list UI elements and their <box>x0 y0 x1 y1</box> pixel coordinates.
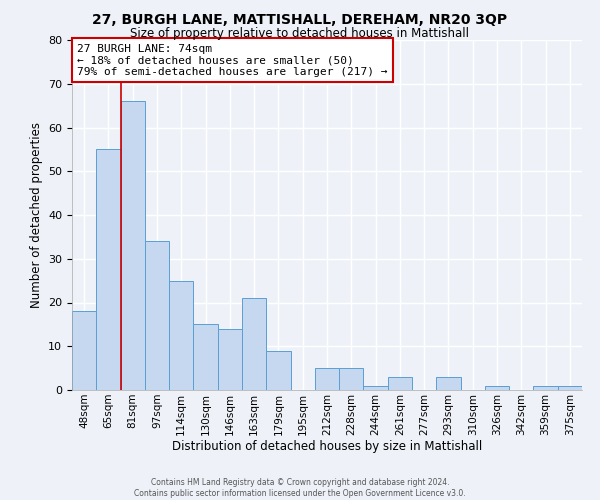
Bar <box>533 386 558 390</box>
Bar <box>145 242 169 390</box>
X-axis label: Distribution of detached houses by size in Mattishall: Distribution of detached houses by size … <box>172 440 482 454</box>
Text: Size of property relative to detached houses in Mattishall: Size of property relative to detached ho… <box>131 28 470 40</box>
Bar <box>193 324 218 390</box>
Text: Contains HM Land Registry data © Crown copyright and database right 2024.
Contai: Contains HM Land Registry data © Crown c… <box>134 478 466 498</box>
Bar <box>315 368 339 390</box>
Bar <box>242 298 266 390</box>
Text: 27 BURGH LANE: 74sqm
← 18% of detached houses are smaller (50)
79% of semi-detac: 27 BURGH LANE: 74sqm ← 18% of detached h… <box>77 44 388 76</box>
Bar <box>558 386 582 390</box>
Bar <box>266 350 290 390</box>
Bar <box>218 329 242 390</box>
Bar <box>436 377 461 390</box>
Bar <box>388 377 412 390</box>
Bar <box>364 386 388 390</box>
Text: 27, BURGH LANE, MATTISHALL, DEREHAM, NR20 3QP: 27, BURGH LANE, MATTISHALL, DEREHAM, NR2… <box>92 12 508 26</box>
Bar <box>121 101 145 390</box>
Bar <box>96 150 121 390</box>
Y-axis label: Number of detached properties: Number of detached properties <box>29 122 43 308</box>
Bar <box>169 280 193 390</box>
Bar <box>72 311 96 390</box>
Bar <box>485 386 509 390</box>
Bar <box>339 368 364 390</box>
